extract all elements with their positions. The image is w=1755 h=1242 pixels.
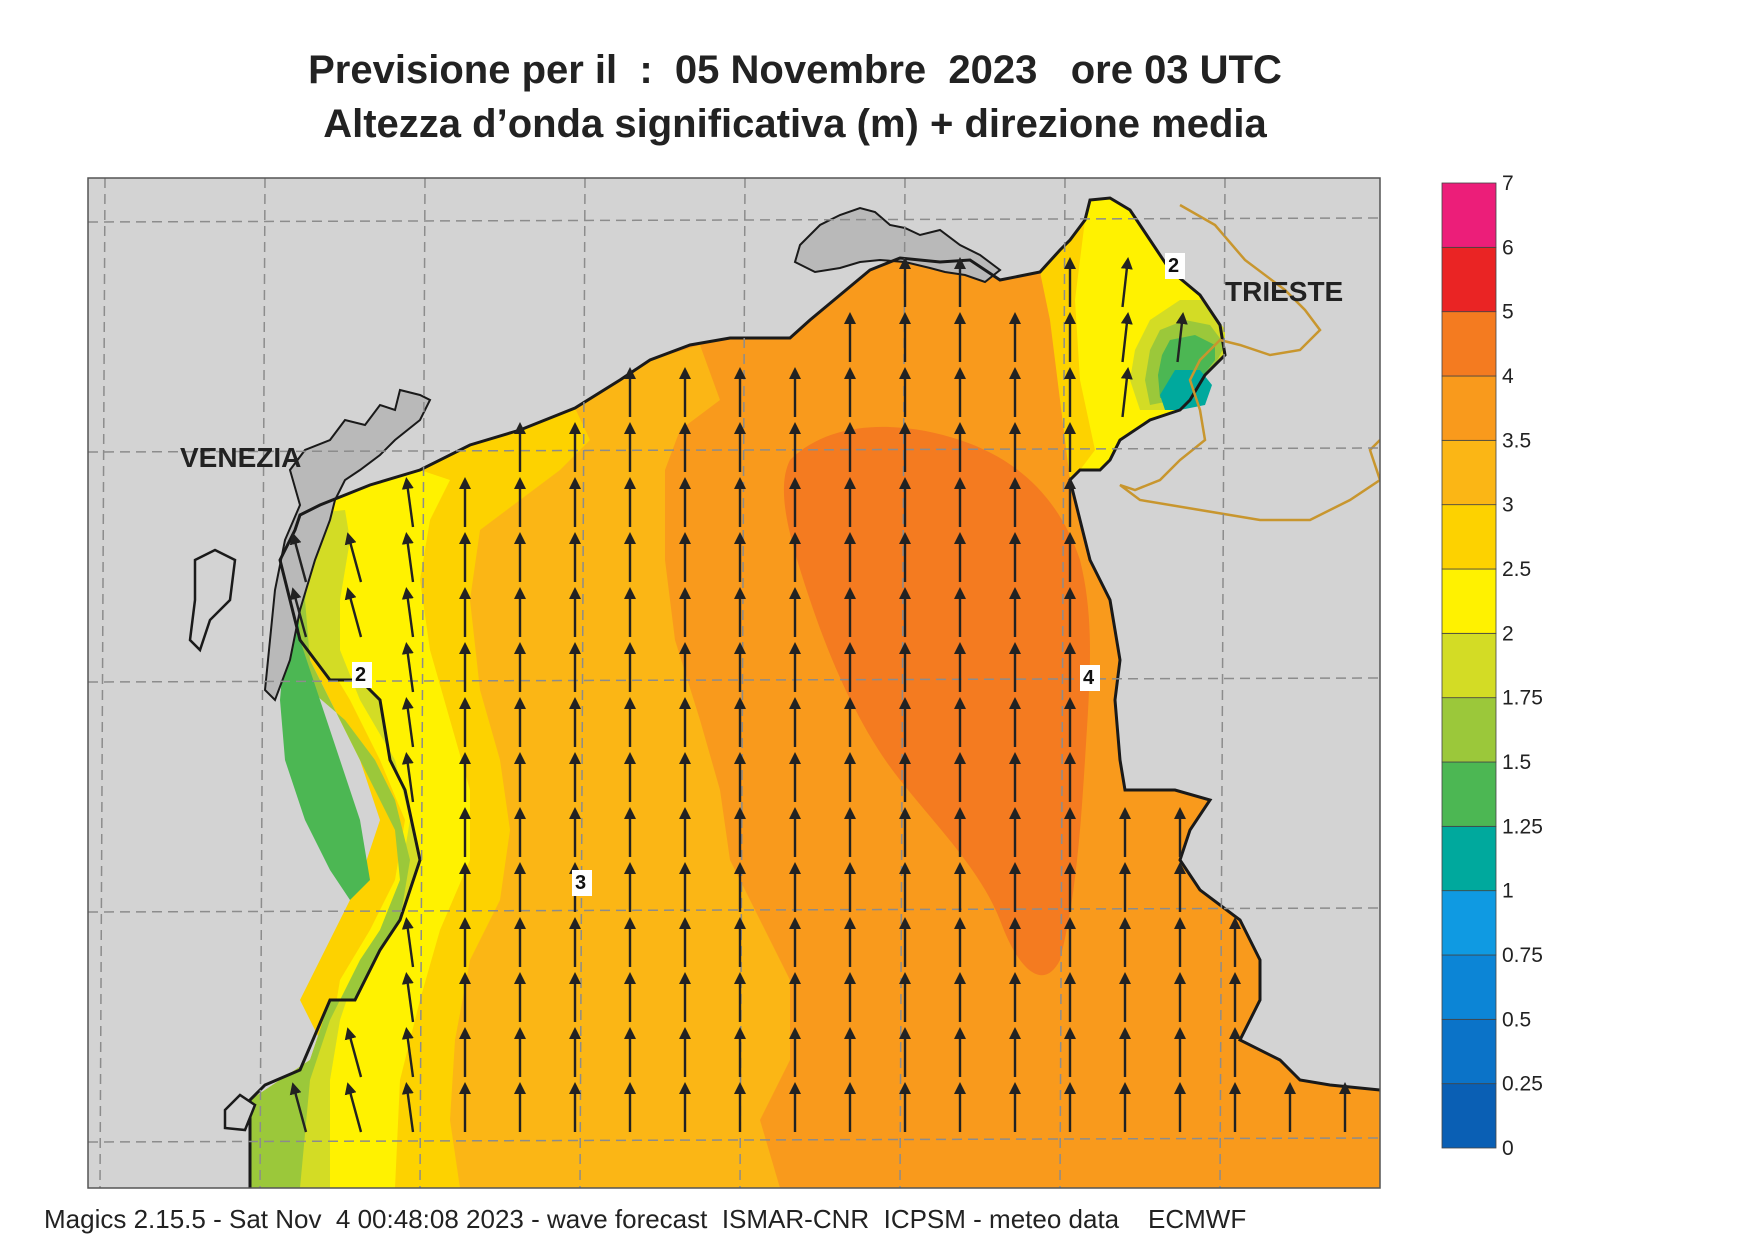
- coastline: [248, 196, 1380, 1188]
- colorbar-segment: [1441, 697, 1497, 763]
- contour-1.5-band: [250, 530, 410, 1188]
- contour-label-2-west: 2: [355, 664, 366, 686]
- wave-direction-arrow: [344, 587, 363, 638]
- colorbar-segment: [1441, 761, 1497, 827]
- venezia-lagoon: [263, 388, 432, 702]
- wave-direction-arrow: [401, 642, 415, 693]
- island-west-2: [188, 548, 237, 653]
- colorbar-segment: [1441, 182, 1497, 248]
- colorbar-tick-label: 0.25: [1502, 1073, 1543, 1096]
- colorbar-segment: [1441, 632, 1497, 699]
- wave-direction-arrow: [401, 1082, 415, 1133]
- wave-direction-arrow: [289, 532, 308, 583]
- colorbar-segment: [1441, 954, 1497, 1020]
- colorbar-tick-label: 3: [1502, 494, 1514, 517]
- contour-label-3: 3: [575, 872, 586, 894]
- contour-label: 2: [1165, 253, 1185, 279]
- wave-direction-arrow: [401, 752, 415, 803]
- colorbar-tick-label: 1.75: [1502, 687, 1543, 710]
- city-label-trieste: TRIESTE: [1225, 276, 1343, 307]
- colorbar-segment: [1441, 1083, 1497, 1149]
- footer-credits: Magics 2.15.5 - Sat Nov 4 00:48:08 2023 …: [44, 1204, 1247, 1234]
- island-west-1: [223, 1093, 257, 1132]
- trieste-teal-band: [1160, 370, 1212, 410]
- colorbar-tick-label: 6: [1502, 236, 1514, 259]
- colorbar-segment: [1441, 375, 1497, 441]
- colorbar-tick-label: 0.5: [1502, 1008, 1531, 1031]
- wave-direction-arrow: [1120, 367, 1133, 418]
- colorbar-tick-label: 1.5: [1502, 751, 1531, 774]
- wave-direction-arrow: [344, 1027, 363, 1078]
- colorbar-tick-label: 0: [1502, 1137, 1514, 1160]
- colorbar-segment: [1441, 825, 1497, 892]
- colorbar-segment: [1441, 504, 1497, 570]
- colorbar-tick-label: 3.5: [1502, 429, 1531, 452]
- contour-label: 2: [352, 662, 372, 688]
- wave-direction-arrow: [401, 917, 415, 968]
- contour-4-plus: [783, 426, 1090, 976]
- colorbar-tick-label: 1.25: [1502, 815, 1543, 838]
- city-label-venezia: VENEZIA: [180, 442, 301, 473]
- colorbar-segment: [1441, 439, 1497, 506]
- wave-direction-arrow: [1120, 257, 1133, 308]
- colorbar: [1441, 182, 1497, 1149]
- colorbar-segment: [1441, 568, 1497, 634]
- trieste-2.5-band: [1040, 220, 1095, 480]
- contour-label-4: 4: [1083, 667, 1095, 689]
- colorbar-tick-label: 2: [1502, 622, 1514, 645]
- colorbar-segment: [1441, 311, 1497, 377]
- wave-direction-arrow: [289, 1082, 308, 1133]
- wave-direction-arrow: [401, 972, 415, 1023]
- colorbar-tick-label: 2.5: [1502, 558, 1531, 581]
- wave-direction-arrow: [1120, 312, 1133, 363]
- colorbar-tick-label: 7: [1502, 172, 1514, 195]
- title-line-1: Previsione per il : 05 Novembre 2023 ore…: [308, 48, 1282, 92]
- wave-direction-arrow: [344, 1082, 363, 1133]
- colorbar-segment: [1441, 1018, 1497, 1085]
- wave-direction-arrow: [289, 587, 308, 638]
- graticule: [88, 178, 1380, 1188]
- wave-direction-arrow: [1175, 312, 1188, 363]
- wave-direction-arrow: [401, 1027, 415, 1078]
- wave-direction-arrow: [344, 532, 363, 583]
- contour-label: 4: [1080, 665, 1100, 691]
- contour-label: 3: [572, 870, 592, 896]
- wave-direction-arrow: [401, 587, 415, 638]
- wave-direction-arrow: [401, 697, 415, 748]
- state-border: [1119, 203, 1380, 522]
- title-line-2: Altezza d’onda significativa (m) + direz…: [323, 102, 1267, 146]
- map-frame: [87, 177, 1381, 1189]
- wave-direction-arrow: [401, 477, 415, 528]
- colorbar-tick-label: 0.75: [1502, 944, 1543, 967]
- wave-direction-arrow: [401, 532, 415, 583]
- colorbar-segment: [1441, 246, 1497, 313]
- contour-1.25-band: [280, 560, 370, 900]
- contour-label-2-trieste: 2: [1168, 255, 1179, 277]
- colorbar-tick-label: 1: [1502, 880, 1514, 903]
- colorbar-tick-label: 5: [1502, 301, 1514, 324]
- colorbar-labels: 0 0.25 0.5 0.75 1 1.25 1.5 1.75 2 2.5 3 3.5 4 5 6 7: [1502, 172, 1543, 1160]
- colorbar-tick-label: 4: [1502, 365, 1514, 388]
- marano-lagoon: [793, 206, 1002, 284]
- colorbar-segment: [1441, 890, 1497, 956]
